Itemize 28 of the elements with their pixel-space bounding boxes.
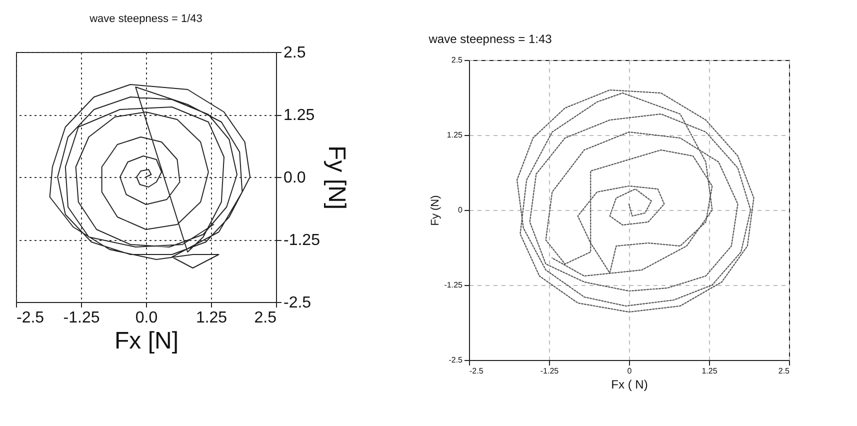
x-tick-label: 1.25 bbox=[196, 310, 228, 326]
y-tick-label: -1.25 bbox=[444, 280, 464, 290]
x-tick-label: -2.5 bbox=[16, 310, 44, 326]
y-tick-label: 0 bbox=[458, 206, 464, 214]
x-tick-label: 1.25 bbox=[702, 366, 718, 376]
x-tick-label: -1.25 bbox=[540, 366, 560, 376]
line-series bbox=[516, 89, 754, 313]
x-tick-label: -1.25 bbox=[63, 310, 100, 326]
x-axis-title: Fx [N] bbox=[114, 328, 178, 354]
x-tick-label: 0 bbox=[627, 366, 632, 376]
y-tick-label: 1.25 bbox=[284, 107, 315, 124]
chart-title: wave steepness = 1:43 bbox=[428, 32, 552, 46]
x-tick-label: -2.5 bbox=[470, 366, 484, 376]
line-series bbox=[49, 84, 250, 268]
y-tick-label: -2.5 bbox=[448, 356, 464, 364]
x-tick-label: 2.5 bbox=[254, 310, 277, 326]
y-tick-label: -2.5 bbox=[284, 294, 312, 312]
y-tick-label: 0.0 bbox=[284, 170, 306, 186]
y-tick-label: 2.5 bbox=[284, 44, 306, 62]
x-tick-label: 0.0 bbox=[135, 310, 158, 326]
chart-title: wave steepness = 1/43 bbox=[88, 13, 202, 25]
y-tick-label: -1.25 bbox=[284, 232, 320, 249]
y-tick-label: 2.5 bbox=[451, 56, 464, 64]
y-axis-title: Fy (N) bbox=[429, 195, 442, 226]
y-axis-title: Fy [N] bbox=[322, 146, 350, 210]
y-tick-label: 1.25 bbox=[446, 130, 464, 140]
x-tick-label: 2.5 bbox=[778, 366, 790, 376]
x-axis-title: Fx ( N) bbox=[611, 378, 648, 392]
